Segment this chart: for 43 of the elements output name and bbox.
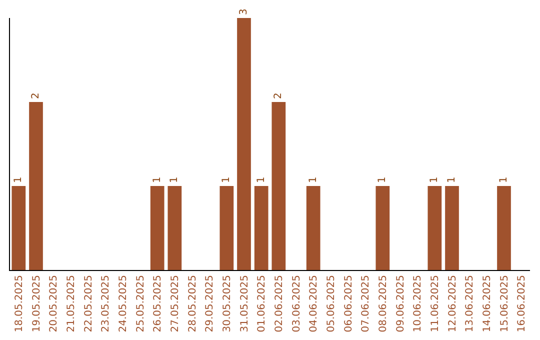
x-tick-label: 10.06.2025 bbox=[412, 275, 424, 332]
x-tick-label: 01.06.2025 bbox=[256, 275, 268, 332]
x-tick-label: 19.05.2025 bbox=[31, 275, 42, 332]
data-label: 1 bbox=[169, 176, 180, 183]
data-label: 3 bbox=[238, 8, 250, 15]
data-label: 1 bbox=[256, 176, 267, 183]
x-tick-label: 18.05.2025 bbox=[14, 275, 25, 332]
x-tick-label: 22.05.2025 bbox=[83, 275, 94, 332]
x-tick-label: 16.06.2025 bbox=[516, 275, 528, 332]
x-tick-label: 11.06.2025 bbox=[430, 275, 441, 332]
x-tick-label: 09.06.2025 bbox=[395, 275, 406, 332]
x-tick-label: 31.05.2025 bbox=[239, 275, 250, 332]
data-label: 1 bbox=[498, 176, 510, 183]
data-label: 1 bbox=[221, 176, 232, 183]
x-tick-label: 24.05.2025 bbox=[118, 275, 129, 332]
x-tick-label: 27.05.2025 bbox=[170, 275, 181, 332]
x-tick-label: 21.05.2025 bbox=[66, 275, 77, 332]
data-label: 1 bbox=[429, 176, 440, 183]
data-label: 1 bbox=[446, 176, 458, 183]
data-label: 1 bbox=[308, 176, 319, 183]
x-tick-label: 23.05.2025 bbox=[100, 275, 112, 332]
x-tick-label: 15.06.2025 bbox=[499, 275, 510, 332]
data-label: 1 bbox=[13, 176, 24, 183]
x-tick-label: 12.06.2025 bbox=[447, 275, 458, 332]
x-tick-label: 20.05.2025 bbox=[48, 275, 60, 332]
data-label: 1 bbox=[152, 176, 163, 183]
data-label: 2 bbox=[30, 92, 42, 99]
x-tick-label: 14.06.2025 bbox=[482, 275, 493, 332]
x-tick-label: 05.06.2025 bbox=[326, 275, 337, 332]
x-tick-label: 04.06.2025 bbox=[308, 275, 320, 332]
x-tick-label: 28.05.2025 bbox=[187, 275, 198, 332]
x-tick-label: 02.06.2025 bbox=[274, 275, 285, 332]
x-tick-label: 03.06.2025 bbox=[291, 275, 302, 332]
x-tick-label: 30.05.2025 bbox=[222, 275, 233, 332]
x-tick-label: 25.05.2025 bbox=[135, 275, 146, 332]
x-tick-label: 13.06.2025 bbox=[464, 275, 476, 332]
x-tick-label: 07.06.2025 bbox=[360, 275, 372, 332]
x-tick-label: 06.06.2025 bbox=[343, 275, 354, 332]
data-label: 1 bbox=[377, 176, 388, 183]
x-tick-label: 08.06.2025 bbox=[378, 275, 389, 332]
data-label: 2 bbox=[273, 92, 284, 99]
x-tick-label: 26.05.2025 bbox=[152, 275, 164, 332]
x-tick-label: 29.05.2025 bbox=[204, 275, 216, 332]
